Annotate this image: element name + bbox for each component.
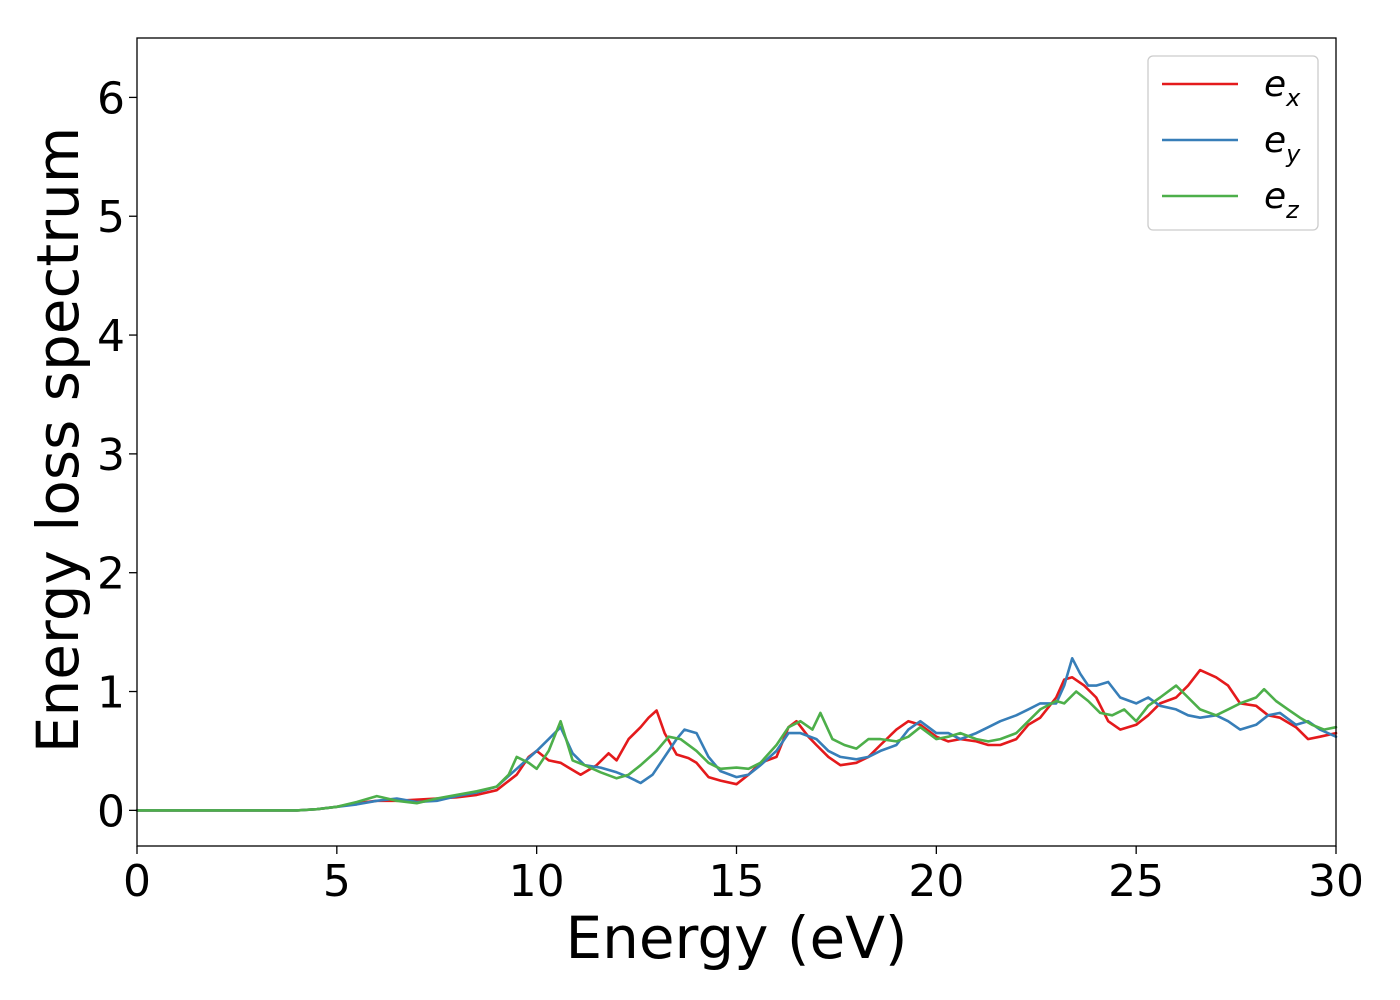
legend-entry-e-z: ez (1264, 176, 1300, 224)
legend-entry-subscript: x (1285, 84, 1301, 112)
legend-entry-base: e (1264, 120, 1286, 161)
x-tick-label: 15 (709, 856, 765, 907)
legend-entry-base: e (1264, 64, 1286, 105)
x-tick-label: 0 (123, 856, 151, 907)
y-tick-label: 5 (97, 192, 125, 243)
series-line-e-x (135, 668, 1338, 812)
x-axis-ticks: 0 5 10 15 20 25 30 (123, 846, 1364, 907)
y-tick-label: 6 (97, 73, 125, 124)
y-tick-label: 1 (97, 668, 125, 719)
legend-entry-base: e (1264, 176, 1286, 217)
x-axis-label: Energy (eV) (565, 904, 907, 972)
x-tick-label: 10 (509, 856, 565, 907)
y-tick-label: 2 (97, 549, 125, 600)
x-tick-label: 20 (908, 856, 964, 907)
legend-entry-e-x: ex (1264, 64, 1301, 112)
legend-entry-subscript: z (1285, 196, 1300, 224)
series-line-e-z (135, 684, 1338, 812)
x-tick-label: 25 (1108, 856, 1164, 907)
legend-entry-e-y: ey (1264, 120, 1301, 168)
legend-entry-subscript: y (1285, 140, 1301, 168)
series-layer (135, 656, 1338, 812)
y-tick-label: 0 (97, 786, 125, 837)
y-axis-label: Energy loss spectrum (24, 127, 92, 753)
x-tick-label: 5 (323, 856, 351, 907)
y-tick-label: 3 (97, 430, 125, 481)
y-tick-label: 4 (97, 311, 125, 362)
y-axis-ticks: 0 1 2 3 4 5 6 (97, 73, 137, 837)
legend-box (1147, 55, 1319, 231)
x-tick-label: 30 (1308, 856, 1364, 907)
